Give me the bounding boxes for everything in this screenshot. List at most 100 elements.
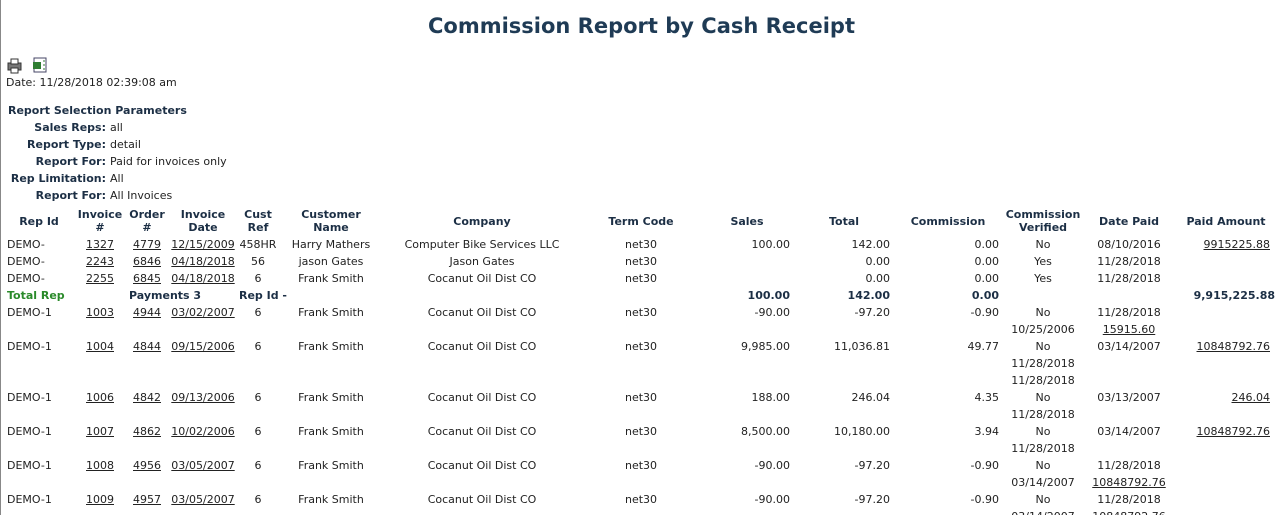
order-number[interactable]: 4844 — [133, 340, 161, 353]
company: Cocanut Oil Dist CO — [427, 340, 537, 353]
invoice-number[interactable]: 1003 — [86, 306, 114, 319]
order-number[interactable]: 4842 — [133, 391, 161, 404]
column-header: Customer — [301, 208, 361, 221]
commission-verified: 11/28/2018 — [1011, 357, 1075, 370]
order-number[interactable]: 4862 — [133, 425, 161, 438]
commission: 0.00 — [974, 255, 1000, 268]
term-code: net30 — [625, 459, 658, 472]
print-icon[interactable] — [7, 58, 22, 74]
commission-verified: No — [1035, 306, 1051, 319]
order-number[interactable]: 4779 — [133, 238, 161, 251]
date-label: Date: — [6, 76, 36, 89]
cust-ref: 6 — [254, 340, 262, 353]
date-paid: 11/28/2018 — [1097, 272, 1161, 285]
invoice-date[interactable]: 04/18/2018 — [171, 255, 235, 268]
invoice-number[interactable]: 1009 — [86, 493, 114, 506]
cust-ref: 6 — [254, 459, 262, 472]
invoice-date[interactable]: 10/02/2006 — [171, 425, 235, 438]
rep-id: DEMO-1 — [7, 425, 52, 438]
total-sales: 100.00 — [747, 289, 790, 302]
total: -97.20 — [854, 493, 890, 506]
date-paid: 03/13/2007 — [1097, 391, 1161, 404]
invoice-date[interactable]: 09/15/2006 — [171, 340, 235, 353]
order-number[interactable]: 4956 — [133, 459, 161, 472]
commission-verified: No — [1035, 238, 1051, 251]
commission-verified: No — [1035, 340, 1051, 353]
customer-name: Frank Smith — [298, 493, 364, 506]
parameter-value: Paid for invoices only — [110, 155, 227, 168]
date-paid: 03/14/2007 — [1097, 340, 1161, 353]
order-number[interactable]: 4957 — [133, 493, 161, 506]
order-number[interactable]: 6845 — [133, 272, 161, 285]
order-number[interactable]: 6846 — [133, 255, 161, 268]
term-code: net30 — [625, 306, 658, 319]
customer-name: Frank Smith — [298, 306, 364, 319]
cust-ref: 6 — [254, 425, 262, 438]
term-code: net30 — [625, 238, 658, 251]
commission: -0.90 — [970, 459, 999, 472]
customer-name: Frank Smith — [298, 459, 364, 472]
total: -97.20 — [854, 459, 890, 472]
sales: -90.00 — [754, 459, 790, 472]
total-label: Total Rep — [7, 289, 65, 302]
paid-amount[interactable]: 9915225.88 — [1203, 238, 1270, 251]
invoice-number[interactable]: 1008 — [86, 459, 114, 472]
cust-ref: 6 — [254, 493, 262, 506]
total: 10,180.00 — [834, 425, 890, 438]
date-paid: 11/28/2018 — [1097, 493, 1161, 506]
paid-amount[interactable]: 10848792.76 — [1196, 340, 1270, 353]
sales: 100.00 — [751, 238, 791, 251]
cust-ref: 6 — [254, 272, 262, 285]
invoice-number[interactable]: 1006 — [86, 391, 114, 404]
invoice-number[interactable]: 1007 — [86, 425, 114, 438]
invoice-number[interactable]: 2243 — [86, 255, 114, 268]
column-header: # — [95, 221, 105, 234]
column-header: # — [142, 221, 152, 234]
invoice-number[interactable]: 2255 — [86, 272, 114, 285]
customer-name: Frank Smith — [298, 425, 364, 438]
company: Cocanut Oil Dist CO — [427, 425, 537, 438]
customer-name: Frank Smith — [298, 391, 364, 404]
term-code: net30 — [625, 425, 658, 438]
parameter-value: detail — [110, 138, 141, 151]
rep-id: DEMO-1 — [7, 459, 52, 472]
date-value: 11/28/2018 02:39:08 am — [39, 76, 177, 89]
rep-id: DEMO- — [7, 272, 45, 285]
paid-amount[interactable]: 10848792.76 — [1196, 425, 1270, 438]
invoice-date[interactable]: 04/18/2018 — [171, 272, 235, 285]
invoice-date[interactable]: 03/02/2007 — [171, 306, 235, 319]
company: Jason Gates — [449, 255, 515, 268]
invoice-number[interactable]: 1004 — [86, 340, 114, 353]
date-paid[interactable]: 10848792.76 — [1092, 476, 1166, 489]
column-header: Term Code — [608, 215, 674, 228]
customer-name: Frank Smith — [298, 340, 364, 353]
rep-id: DEMO-1 — [7, 493, 52, 506]
total: 246.04 — [851, 391, 891, 404]
customer-name: Frank Smith — [298, 272, 364, 285]
column-header: Commission — [910, 215, 986, 228]
parameter-label: Sales Reps: — [34, 121, 106, 134]
customer-name: jason Gates — [298, 255, 364, 268]
term-code: net30 — [625, 340, 658, 353]
report-title: Commission Report by Cash Receipt — [427, 14, 855, 38]
commission-verified: 11/28/2018 — [1011, 442, 1075, 455]
invoice-date[interactable]: 03/05/2007 — [171, 459, 235, 472]
total-paid-amount: 9,915,225.88 — [1193, 289, 1275, 302]
date-paid: 11/28/2018 — [1097, 255, 1161, 268]
paid-amount[interactable]: 246.04 — [1231, 391, 1271, 404]
date-paid[interactable]: 15915.60 — [1102, 323, 1156, 336]
order-number[interactable]: 4944 — [133, 306, 161, 319]
invoice-date[interactable]: 03/05/2007 — [171, 493, 235, 506]
column-header: Invoice — [180, 208, 226, 221]
invoice-date[interactable]: 12/15/2009 — [171, 238, 235, 251]
date-paid[interactable]: 10848792.76 — [1092, 509, 1165, 515]
invoice-date[interactable]: 09/13/2006 — [171, 391, 235, 404]
date-paid: 11/28/2018 — [1097, 306, 1161, 319]
total-commission: 0.00 — [971, 289, 999, 302]
commission-verified: No — [1035, 391, 1051, 404]
invoice-number[interactable]: 1327 — [86, 238, 114, 251]
column-header: Paid Amount — [1186, 215, 1266, 228]
commission-verified: No — [1035, 425, 1051, 438]
excel-icon[interactable] — [33, 57, 47, 73]
commission-verified: No — [1035, 493, 1051, 506]
